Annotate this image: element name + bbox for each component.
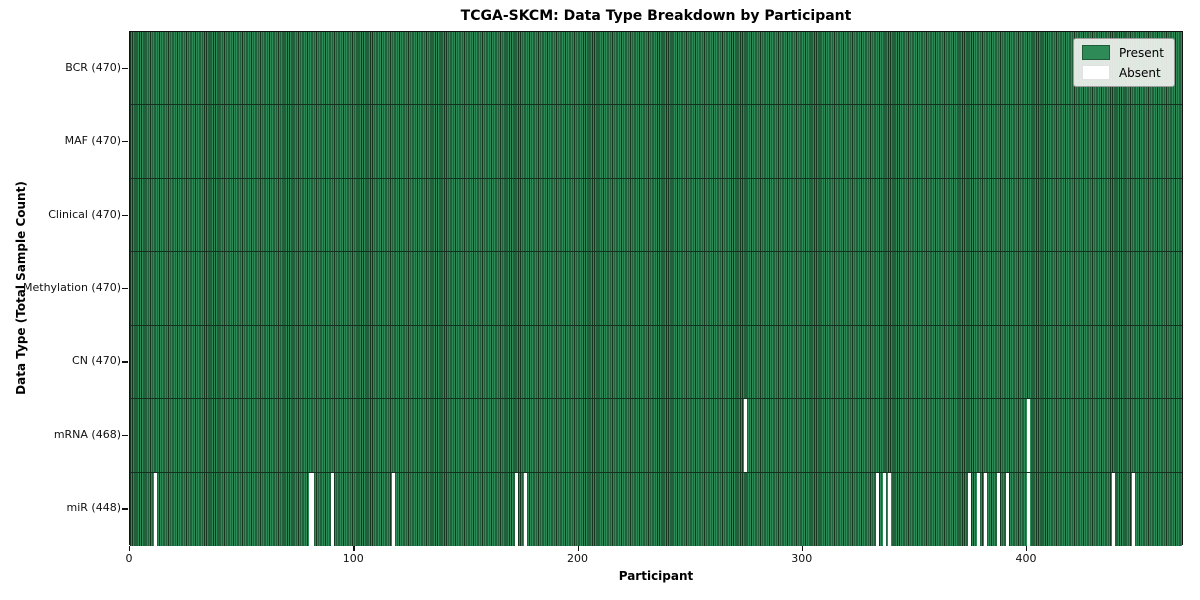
legend-present-swatch — [1081, 45, 1110, 60]
absent-mark-mrna-274 — [744, 399, 748, 472]
ytick-mark — [122, 434, 128, 437]
absent-mark-mir-447 — [1132, 472, 1136, 546]
xtick-label-400: 400 — [1015, 552, 1037, 565]
ytick-mark — [122, 288, 128, 290]
ytick-label-cn: CN (470) — [72, 354, 121, 368]
heatmap-row-mrna — [130, 399, 1182, 473]
absent-mark-mir-90 — [331, 472, 335, 546]
x-axis-label: Participant — [618, 569, 694, 583]
xtick-mark — [353, 546, 355, 551]
legend: Present Absent — [1072, 38, 1175, 87]
plot-area: Present Absent — [129, 31, 1183, 546]
ytick-mark — [122, 361, 128, 363]
absent-mark-mir-176 — [524, 472, 528, 546]
xtick-mark — [129, 546, 131, 551]
absent-mark-mir-400 — [1026, 472, 1030, 546]
absent-mark-mir-336 — [883, 472, 887, 546]
heatmap-row-mir — [130, 472, 1182, 546]
absent-mark-mir-374 — [968, 472, 972, 546]
absent-mark-mir-378 — [977, 472, 981, 546]
absent-mark-mir-338 — [887, 472, 891, 546]
heatmap-row-maf — [130, 105, 1182, 179]
heatmap-row-methylation — [130, 252, 1182, 326]
absent-mark-mir-81 — [311, 472, 315, 546]
xtick-mark — [1026, 546, 1028, 551]
legend-item-present: Present — [1081, 45, 1164, 60]
ytick-label-clinical: Clinical (470) — [48, 207, 121, 221]
absent-mark-mir-117 — [391, 472, 395, 546]
xtick-label-200: 200 — [567, 552, 588, 565]
absent-mark-mir-438 — [1111, 472, 1115, 546]
absent-mark-mrna-400 — [1026, 399, 1030, 472]
absent-mark-mir-391 — [1006, 472, 1010, 546]
heatmap-row-bcr — [130, 32, 1182, 106]
xtick-label-100: 100 — [342, 552, 364, 565]
legend-item-absent: Absent — [1081, 65, 1164, 80]
absent-mark-mir-381 — [984, 472, 988, 546]
legend-absent-swatch — [1081, 65, 1110, 80]
legend-present-label: Present — [1118, 45, 1164, 60]
ytick-mark — [122, 67, 128, 69]
chart-title: TCGA-SKCM: Data Type Breakdown by Partic… — [460, 8, 852, 24]
ytick-mark — [122, 214, 128, 216]
ytick-label-methylation: Methylation (470) — [23, 281, 121, 294]
xtick-mark — [577, 546, 579, 551]
xtick-mark — [801, 546, 804, 551]
xtick-label-0: 0 — [125, 552, 133, 565]
ytick-mark — [122, 141, 128, 143]
heatmap-row-cn — [130, 325, 1182, 400]
ytick-mark — [122, 508, 128, 510]
legend-absent-label: Absent — [1118, 65, 1161, 80]
absent-mark-mir-387 — [997, 472, 1001, 546]
xtick-label-300: 300 — [791, 552, 813, 565]
ytick-label-bcr: BCR (470) — [65, 60, 121, 74]
ytick-label-mir: miR (448) — [66, 501, 122, 515]
absent-mark-mir-11 — [154, 472, 158, 546]
absent-mark-mir-80 — [309, 472, 313, 546]
ytick-label-maf: MAF (470) — [64, 134, 121, 148]
ytick-label-mrna: mRNA (468) — [53, 427, 121, 441]
absent-mark-mir-333 — [876, 472, 880, 546]
heatmap-row-clinical — [130, 178, 1182, 253]
absent-mark-mir-172 — [515, 472, 519, 546]
